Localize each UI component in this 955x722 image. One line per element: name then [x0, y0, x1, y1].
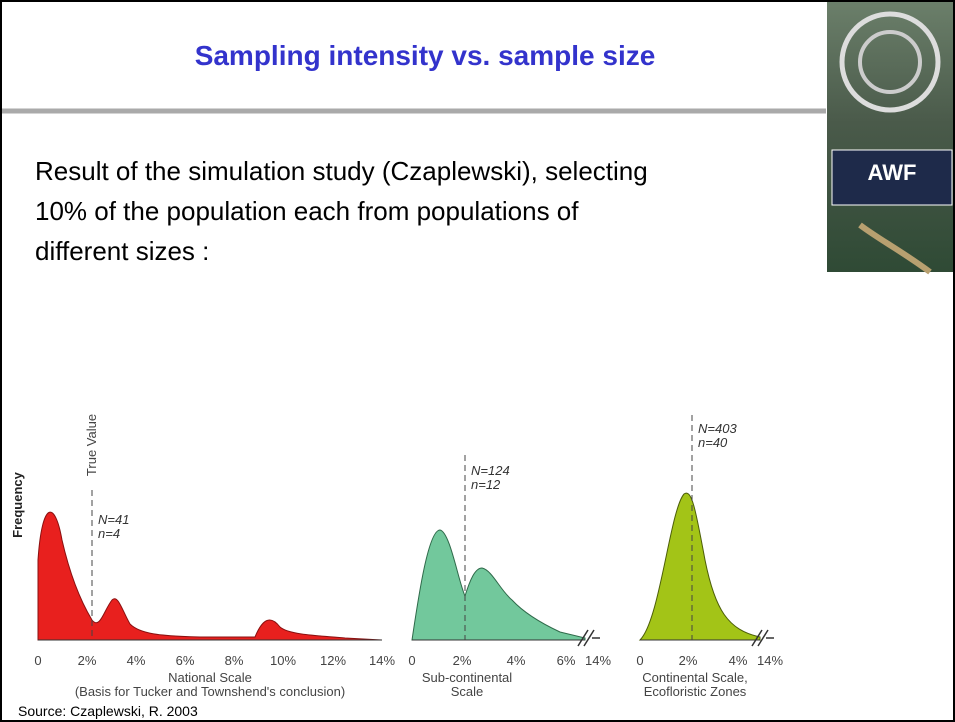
x-tick-label: 4%: [729, 653, 748, 668]
density-curve: [638, 492, 761, 641]
panels: 0 2% 4% 6% 8% 10% 12% 14% N=41n=4 National Scale(…: [34, 421, 783, 699]
n-sample: n=40: [698, 435, 728, 450]
panel-caption: Scale: [451, 684, 484, 699]
body-line: 10% of the population each from populati…: [35, 196, 579, 226]
x-tick-label: 0: [34, 653, 41, 668]
panel-caption: (Basis for Tucker and Townshend's conclu…: [75, 684, 345, 699]
label-bg: [85, 400, 99, 490]
axis-break: [577, 629, 600, 647]
logo-box: [831, 149, 953, 206]
x-tick-label: 0: [636, 653, 643, 668]
x-tick-label: 2%: [78, 653, 97, 668]
source-bg: [2, 700, 262, 720]
panel-caption: Ecofloristic Zones: [644, 684, 747, 699]
x-tick-label: 14%: [757, 653, 783, 668]
n-population: N=403: [698, 421, 737, 436]
n-population: N=41: [98, 512, 129, 527]
logo: AWF: [827, 2, 953, 275]
source: Source: Czaplewski, R. 2003: [18, 703, 198, 719]
logo-bg: [827, 2, 953, 272]
panel-caption: Continental Scale,: [642, 670, 748, 685]
logo-label: AWF: [868, 160, 917, 185]
axis-break: [751, 629, 774, 647]
slide-title: Sampling intensity vs. sample size: [195, 40, 656, 71]
logo-emblem: [858, 30, 922, 94]
n-sample: n=4: [98, 526, 120, 541]
density-curve: [37, 511, 383, 641]
panel-caption: Sub-continental: [422, 670, 512, 685]
x-tick-label: 4%: [507, 653, 526, 668]
x-tick-label: 10%: [270, 653, 296, 668]
panel-caption: National Scale: [168, 670, 252, 685]
x-tick-label: 14%: [585, 653, 611, 668]
n-sample: n=12: [471, 477, 501, 492]
body-text: Result of the simulation study (Czaplews…: [35, 156, 648, 266]
density-curve: [411, 529, 586, 641]
body-line: Result of the simulation study (Czaplews…: [35, 156, 648, 186]
logo-road: [858, 222, 932, 275]
x-tick-label: 2%: [453, 653, 472, 668]
logo-emblem: [839, 11, 941, 113]
y-axis-label: Frequency: [10, 471, 25, 538]
body-line: different sizes :: [35, 236, 209, 266]
x-tick-label: 4%: [127, 653, 146, 668]
x-tick-label: 6%: [176, 653, 195, 668]
x-tick-label: 8%: [225, 653, 244, 668]
x-tick-label: 2%: [679, 653, 698, 668]
figure: True Value Frequency: [10, 400, 774, 647]
true-value-label: True Value: [84, 414, 99, 476]
x-tick-label: 6%: [557, 653, 576, 668]
x-tick-label: 0: [408, 653, 415, 668]
x-tick-label: 14%: [369, 653, 395, 668]
n-population: N=124: [471, 463, 510, 478]
x-tick-label: 12%: [320, 653, 346, 668]
